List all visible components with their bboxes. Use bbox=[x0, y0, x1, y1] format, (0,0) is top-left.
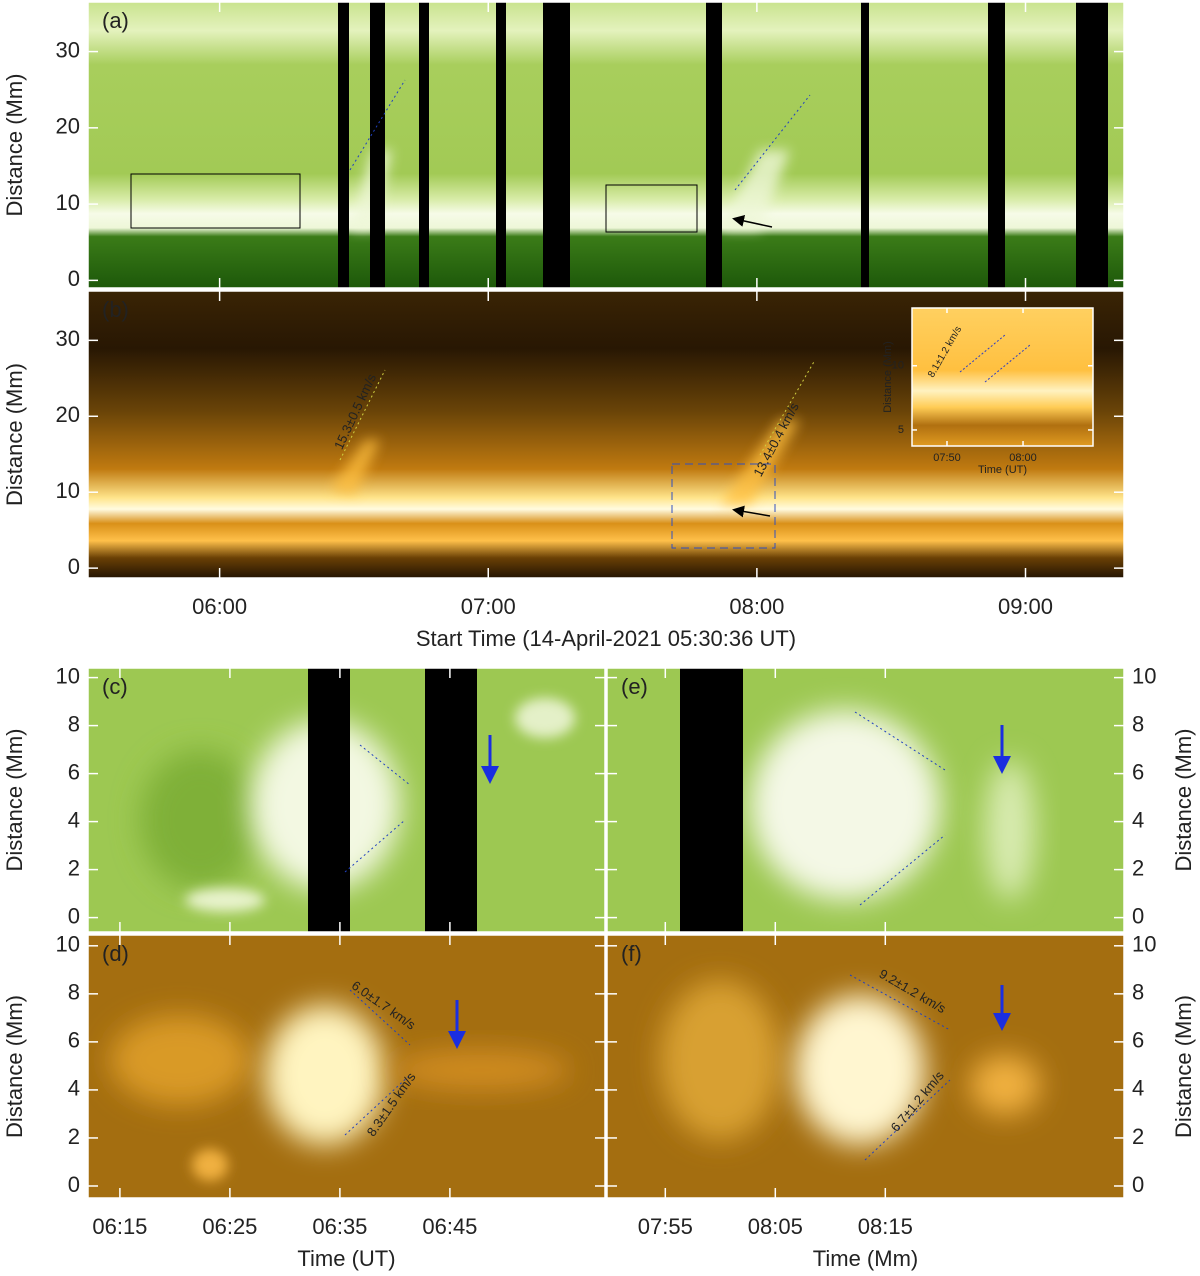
y-tick-label: 6 bbox=[1132, 1028, 1144, 1053]
panel-label: (c) bbox=[102, 674, 128, 699]
y-tick-label: 0 bbox=[68, 266, 80, 291]
data-gaps bbox=[338, 2, 1108, 288]
x-tick-label: 06:45 bbox=[422, 1214, 477, 1239]
y-tick-label: 30 bbox=[56, 326, 80, 351]
panel-c-image bbox=[88, 668, 605, 932]
x-tick-label: 08:00 bbox=[1009, 452, 1037, 464]
fit-line bbox=[349, 989, 411, 1046]
y-tick-label: 30 bbox=[56, 37, 80, 62]
y-tick-label: 10 bbox=[56, 478, 80, 503]
plot-frame bbox=[911, 307, 1094, 447]
y-axis-label: Distance (Mm) bbox=[2, 728, 27, 871]
y-tick-label: 8 bbox=[1132, 980, 1144, 1005]
y-tick-label: 20 bbox=[56, 402, 80, 427]
x-axis-label: Time (Mm) bbox=[813, 1246, 919, 1271]
y-tick-label: 4 bbox=[68, 807, 80, 832]
region-box bbox=[130, 173, 301, 229]
y-tick-label: 10 bbox=[56, 190, 80, 215]
y-tick-label: 10 bbox=[56, 932, 80, 957]
y-axis-label: Distance (Mm) bbox=[1171, 995, 1196, 1138]
y-tick-label: 0 bbox=[1132, 1172, 1144, 1197]
y-tick-label: 2 bbox=[1132, 855, 1144, 880]
y-tick-label: 20 bbox=[56, 114, 80, 139]
panel-label: (a) bbox=[102, 8, 129, 33]
y-tick-label: 2 bbox=[1132, 1124, 1144, 1149]
jet-feature bbox=[330, 420, 800, 505]
y-tick-label: 6 bbox=[68, 1028, 80, 1053]
zoom-box bbox=[671, 463, 776, 549]
y-tick-label: 4 bbox=[1132, 807, 1144, 832]
y-tick-label: 2 bbox=[68, 1124, 80, 1149]
x-tick-label: 07:55 bbox=[638, 1214, 693, 1239]
fit-line bbox=[759, 359, 816, 456]
panel-a-image bbox=[88, 2, 1124, 288]
panel-label: (d) bbox=[102, 941, 129, 966]
fit-line bbox=[359, 744, 411, 786]
x-tick-label: 07:50 bbox=[933, 452, 961, 464]
x-tick-label: 08:05 bbox=[748, 1214, 803, 1239]
x-tick-label: 09:00 bbox=[998, 594, 1053, 619]
y-tick-label: 4 bbox=[68, 1076, 80, 1101]
y-tick-label: 0 bbox=[68, 554, 80, 579]
fit-line bbox=[344, 819, 406, 873]
panel-label: (e) bbox=[621, 674, 648, 699]
plot-frame bbox=[87, 1, 1125, 289]
fit-line bbox=[984, 344, 1031, 383]
y-tick-label: 10 bbox=[1132, 663, 1156, 688]
y-tick-label: 8 bbox=[68, 980, 80, 1005]
y-axis-label: Distance (Mm) bbox=[882, 341, 894, 413]
backgrounds bbox=[88, 2, 1124, 1198]
y-tick-label: 10 bbox=[1132, 932, 1156, 957]
y-axis-label: Distance (Mm) bbox=[2, 995, 27, 1138]
plot-frame bbox=[606, 934, 1125, 1199]
panel-e-image bbox=[607, 668, 1124, 932]
y-tick-label: 0 bbox=[68, 903, 80, 928]
region-box bbox=[605, 184, 698, 233]
x-axis-label: Time (UT) bbox=[978, 464, 1027, 476]
arrow bbox=[732, 505, 771, 518]
x-axis-label: Time (UT) bbox=[297, 1246, 395, 1271]
plot-frame bbox=[87, 934, 606, 1199]
fit-line bbox=[734, 94, 811, 191]
y-tick-label: 6 bbox=[1132, 759, 1144, 784]
x-tick-label: 06:35 bbox=[312, 1214, 367, 1239]
y-tick-label: 8 bbox=[1132, 711, 1144, 736]
x-tick-label: 07:00 bbox=[461, 594, 516, 619]
x-tick-label: 06:15 bbox=[92, 1214, 147, 1239]
y-axis-label: Distance (Mm) bbox=[2, 363, 27, 506]
panel-label: (f) bbox=[621, 941, 642, 966]
y-tick-label: 0 bbox=[1132, 903, 1144, 928]
plot-frame bbox=[87, 667, 606, 933]
fit-line bbox=[959, 334, 1006, 373]
x-tick-label: 08:15 bbox=[858, 1214, 913, 1239]
fit-line bbox=[849, 974, 951, 1031]
y-tick-label: 10 bbox=[892, 360, 904, 372]
y-tick-label: 5 bbox=[898, 424, 904, 436]
y-tick-label: 0 bbox=[68, 1172, 80, 1197]
inset-image bbox=[912, 308, 1093, 446]
y-axis-label: Distance (Mm) bbox=[2, 73, 27, 216]
y-tick-label: 4 bbox=[1132, 1076, 1144, 1101]
arrow bbox=[732, 215, 773, 228]
fit-line bbox=[339, 369, 386, 461]
x-tick-label: 06:00 bbox=[192, 594, 247, 619]
y-tick-label: 10 bbox=[56, 663, 80, 688]
panel-d-image bbox=[88, 935, 605, 1198]
x-axis-label: Start Time (14-April-2021 05:30:36 UT) bbox=[416, 626, 796, 651]
panel-f-image bbox=[607, 935, 1124, 1198]
x-tick-label: 08:00 bbox=[729, 594, 784, 619]
fit-line bbox=[859, 834, 946, 906]
plot-frame bbox=[87, 290, 1125, 579]
plot-frame bbox=[606, 667, 1125, 933]
x-tick-label: 06:25 bbox=[202, 1214, 257, 1239]
y-tick-label: 8 bbox=[68, 711, 80, 736]
y-tick-label: 6 bbox=[68, 759, 80, 784]
y-tick-label: 2 bbox=[68, 855, 80, 880]
panel-label: (b) bbox=[102, 297, 129, 322]
y-axis-label: Distance (Mm) bbox=[1171, 728, 1196, 871]
